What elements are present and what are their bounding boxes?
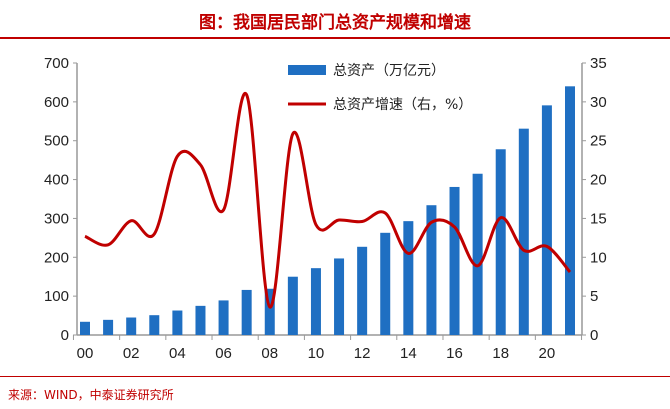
right-tick-label: 0 bbox=[590, 327, 598, 344]
bar-14 bbox=[403, 221, 414, 335]
legend-bar-swatch bbox=[288, 65, 326, 75]
right-tick-label: 5 bbox=[590, 288, 598, 305]
legend-line-label: 总资产增速（右，%） bbox=[333, 97, 472, 113]
bar-07 bbox=[241, 289, 252, 335]
bar-11 bbox=[334, 258, 345, 335]
bar-21 bbox=[565, 86, 575, 335]
bar-09 bbox=[287, 276, 298, 335]
bar-12 bbox=[357, 246, 368, 335]
bar-03 bbox=[149, 315, 160, 335]
x-tick-label: 02 bbox=[123, 345, 140, 362]
bar-13 bbox=[380, 232, 391, 335]
source-note: 来源：WIND，中泰证券研究所 bbox=[8, 388, 174, 402]
bar-15 bbox=[426, 205, 437, 335]
x-tick-label: 06 bbox=[215, 345, 232, 362]
x-tick-label: 16 bbox=[446, 345, 463, 362]
left-tick-label: 500 bbox=[44, 133, 69, 150]
title-divider bbox=[0, 37, 670, 39]
x-tick-label: 04 bbox=[169, 345, 186, 362]
right-tick-label: 30 bbox=[590, 94, 607, 111]
bar-06 bbox=[218, 300, 229, 335]
right-tick-label: 35 bbox=[590, 55, 607, 72]
right-tick-label: 25 bbox=[590, 133, 607, 150]
bar-02 bbox=[126, 317, 137, 335]
bar-08 bbox=[264, 288, 275, 335]
source-divider bbox=[0, 376, 670, 377]
chart-title: 图：我国居民部门总资产规模和增速 bbox=[199, 13, 471, 33]
left-tick-label: 100 bbox=[44, 288, 69, 305]
right-tick-label: 15 bbox=[590, 210, 607, 227]
left-tick-label: 700 bbox=[44, 55, 69, 72]
bar-18 bbox=[495, 149, 506, 335]
bar-20 bbox=[541, 105, 552, 336]
left-tick-label: 200 bbox=[44, 249, 69, 266]
legend-bar-label: 总资产（万亿元） bbox=[333, 63, 445, 79]
x-tick-label: 18 bbox=[492, 345, 509, 362]
left-tick-label: 0 bbox=[61, 327, 69, 344]
bar-10 bbox=[310, 268, 321, 335]
x-tick-label: 10 bbox=[308, 345, 325, 362]
bar-04 bbox=[172, 310, 183, 335]
x-tick-label: 00 bbox=[77, 345, 94, 362]
bar-01 bbox=[103, 319, 114, 335]
x-tick-label: 20 bbox=[539, 345, 556, 362]
bar-16 bbox=[449, 186, 460, 335]
bar-05 bbox=[195, 305, 206, 335]
left-tick-label: 300 bbox=[44, 210, 69, 227]
x-tick-label: 14 bbox=[400, 345, 417, 362]
left-tick-label: 600 bbox=[44, 94, 69, 111]
left-tick-label: 400 bbox=[44, 172, 69, 189]
bar-19 bbox=[518, 128, 529, 335]
right-tick-label: 20 bbox=[590, 172, 607, 189]
right-tick-label: 10 bbox=[590, 249, 607, 266]
bar-00 bbox=[80, 321, 90, 335]
x-tick-label: 12 bbox=[354, 345, 371, 362]
x-tick-label: 08 bbox=[261, 345, 278, 362]
bar-17 bbox=[472, 173, 483, 335]
